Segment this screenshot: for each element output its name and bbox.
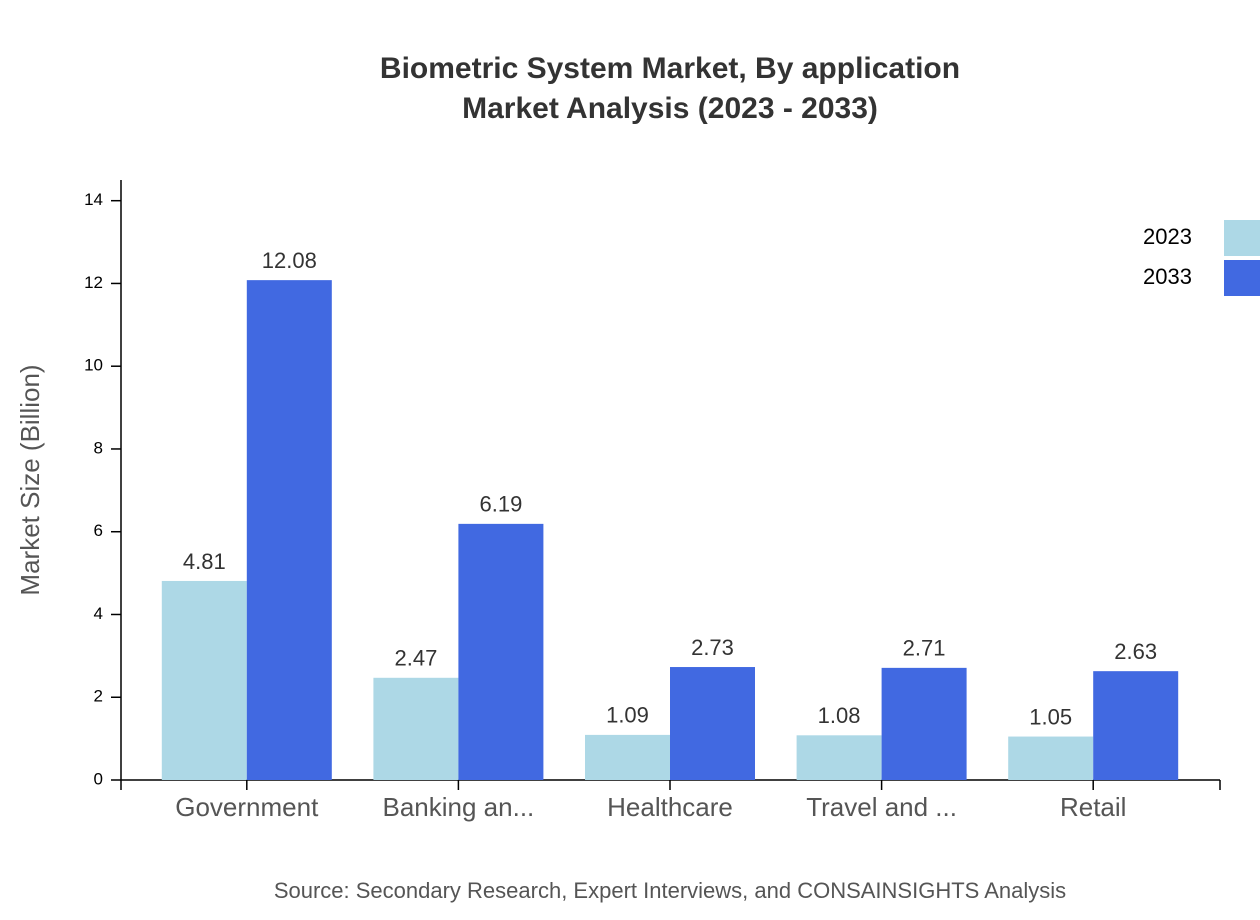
legend-swatch xyxy=(1224,260,1260,296)
x-tick-label: Banking an... xyxy=(383,792,535,822)
value-label: 4.81 xyxy=(183,549,226,574)
bar xyxy=(246,280,332,780)
x-tick-label: Travel and ... xyxy=(806,792,957,822)
legend-swatch xyxy=(1224,220,1260,256)
bar xyxy=(881,667,967,780)
y-tick-label: 10 xyxy=(84,356,103,375)
y-tick-label: 12 xyxy=(84,273,103,292)
bar xyxy=(585,734,670,780)
bar xyxy=(458,523,544,780)
x-tick-label: Government xyxy=(175,792,319,822)
bar xyxy=(1093,671,1179,780)
legend-label: 2033 xyxy=(1143,264,1192,289)
chart-title: Biometric System Market, By application xyxy=(380,52,960,85)
value-label: 1.05 xyxy=(1029,704,1072,729)
y-tick-label: 0 xyxy=(94,769,103,788)
y-tick-label: 14 xyxy=(84,190,103,209)
y-axis-label: Market Size (Billion) xyxy=(15,364,45,595)
bar xyxy=(161,580,247,780)
bar xyxy=(796,735,882,780)
x-tick-label: Healthcare xyxy=(607,792,733,822)
value-label: 1.09 xyxy=(606,703,649,728)
x-tick-label: Retail xyxy=(1060,792,1126,822)
bar xyxy=(1008,736,1094,780)
value-label: 12.08 xyxy=(262,248,317,273)
y-tick-label: 6 xyxy=(94,521,103,540)
value-label: 2.71 xyxy=(903,636,946,661)
value-label: 2.73 xyxy=(691,635,734,660)
value-label: 6.19 xyxy=(479,492,522,517)
value-label: 2.47 xyxy=(394,646,437,671)
source-note: Source: Secondary Research, Expert Inter… xyxy=(274,878,1066,903)
y-tick-label: 2 xyxy=(94,687,103,706)
y-tick-label: 4 xyxy=(94,604,103,623)
value-label: 1.08 xyxy=(818,703,861,728)
bar xyxy=(670,667,755,780)
y-tick-label: 8 xyxy=(94,438,103,457)
legend-label: 2023 xyxy=(1143,224,1192,249)
bar xyxy=(373,677,459,780)
chart-subtitle: Market Analysis (2023 - 2033) xyxy=(462,92,878,125)
value-label: 2.63 xyxy=(1114,639,1157,664)
